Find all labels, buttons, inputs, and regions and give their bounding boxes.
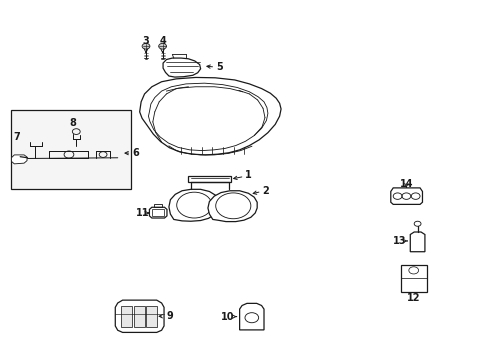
Text: 12: 12 [406, 293, 420, 303]
Text: 7: 7 [13, 132, 20, 142]
Circle shape [158, 43, 166, 49]
Bar [188, 176, 231, 182]
Text: 5: 5 [215, 62, 222, 72]
Text: 6: 6 [132, 148, 139, 158]
Text: 4: 4 [159, 36, 165, 46]
Circle shape [142, 43, 150, 49]
Text: 14: 14 [399, 179, 412, 189]
Text: 9: 9 [166, 311, 173, 321]
Polygon shape [163, 58, 200, 77]
Text: 3: 3 [142, 36, 149, 46]
Bar [11, 110, 131, 189]
Bar [400, 265, 427, 292]
Bar [154, 204, 162, 207]
Polygon shape [149, 207, 166, 218]
Polygon shape [121, 306, 132, 327]
Text: 1: 1 [244, 170, 251, 180]
Text: 13: 13 [392, 236, 406, 246]
Polygon shape [207, 191, 257, 222]
Text: 10: 10 [221, 312, 234, 321]
Bar [152, 210, 163, 216]
Polygon shape [409, 232, 424, 252]
Text: 11: 11 [136, 208, 149, 218]
Polygon shape [168, 189, 219, 221]
Polygon shape [239, 303, 264, 330]
Polygon shape [134, 306, 144, 327]
Polygon shape [390, 188, 422, 204]
Text: 8: 8 [69, 118, 76, 128]
Polygon shape [115, 300, 163, 332]
Text: 2: 2 [262, 186, 268, 196]
Polygon shape [11, 155, 27, 164]
Polygon shape [146, 306, 157, 327]
